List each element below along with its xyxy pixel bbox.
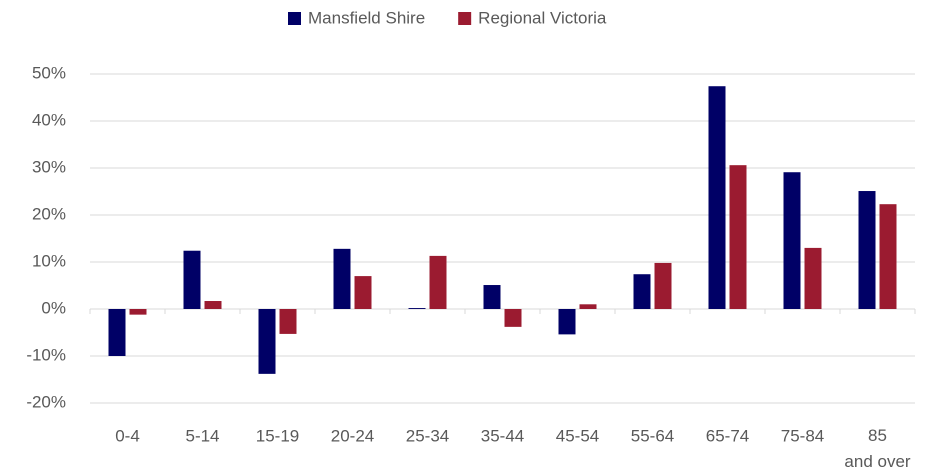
bar [729,165,747,309]
bar [183,250,201,309]
bar [354,276,372,309]
y-tick-label: -20% [26,392,66,411]
x-tick-label: 25-34 [406,426,449,445]
bar [483,285,501,309]
x-tick-label: 20-24 [331,426,374,445]
bar [429,255,447,309]
x-tick-label: 15-19 [256,426,299,445]
legend-label: Regional Victoria [478,8,607,27]
bar [879,204,897,309]
y-tick-label: 20% [32,204,66,223]
bar [708,86,726,309]
y-tick-label: 40% [32,110,66,129]
x-tick-label: 45-54 [556,426,599,445]
bar [633,274,651,309]
x-tick-label: 35-44 [481,426,524,445]
bar [129,309,147,315]
x-tick-label: 75-84 [781,426,824,445]
bar [804,247,822,309]
bar [258,309,276,374]
bar [858,191,876,309]
x-tick-label: 55-64 [631,426,674,445]
bar [333,248,351,309]
bar [783,172,801,309]
bar [204,301,222,309]
y-tick-label: 30% [32,157,66,176]
legend-label: Mansfield Shire [308,8,425,27]
bar [579,304,597,309]
legend-swatch [288,12,301,25]
bar [504,309,522,327]
y-tick-label: 10% [32,251,66,270]
bar [408,308,426,309]
x-tick-label: 85 and over [844,426,910,471]
legend-swatch [458,12,472,25]
x-tick-label: 0-4 [115,426,140,445]
bar [279,309,297,334]
bar [108,309,126,356]
x-tick-label: 5-14 [185,426,219,445]
y-tick-label: 50% [32,63,66,82]
y-tick-label: -10% [26,345,66,364]
y-tick-label: 0% [41,298,66,317]
bar [654,262,672,309]
x-tick-label: 65-74 [706,426,749,445]
bar [558,309,576,335]
